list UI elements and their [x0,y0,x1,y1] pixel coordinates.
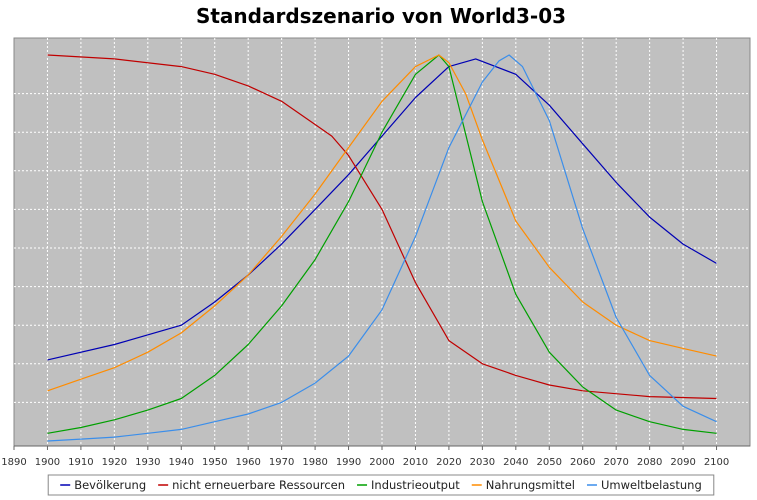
legend-box [47,474,715,496]
x-tick-label: 1970 [269,457,294,468]
x-tick-label: 2060 [570,457,595,468]
chart-title: Standardszenario von World3-03 [196,4,566,28]
series-line-4 [47,54,717,442]
x-tick-label: 2040 [503,457,528,468]
legend-label-0: Bevölkerung [74,478,146,492]
x-tick-label: 1940 [169,457,194,468]
x-tick-label: 2050 [537,457,562,468]
x-tick-label: 1890 [1,457,26,468]
x-tick-label: 2070 [603,457,628,468]
x-tick-label: 1990 [336,457,361,468]
x-tick-label: 2000 [369,457,394,468]
legend-label-2: Industrieoutput [371,478,460,492]
x-tick-label: 2100 [704,457,729,468]
x-tick-label: 2030 [470,457,495,468]
grid-layer [14,38,750,446]
x-tick-label: 1930 [135,457,160,468]
series-line-2 [47,54,717,434]
legend-label-1: nicht erneuerbare Ressourcen [172,478,345,492]
series-line-3 [47,54,717,392]
series-layer [47,54,717,442]
x-tick-label: 1960 [235,457,260,468]
legend-label-3: Nahrungsmittel [486,478,575,492]
x-tick-label: 1920 [102,457,127,468]
x-tick-label: 2080 [637,457,662,468]
legend-label-4: Umweltbelastung [601,478,702,492]
x-tick-label: 1910 [68,457,93,468]
series-line-1 [47,54,717,400]
x-axis-ticks: 1890 1900 1910 1920 1930 1940 1950 1960 1970 1980… [1,446,729,468]
x-tick-label: 2020 [436,457,461,468]
series-line-0 [47,58,717,361]
x-tick-label: 1900 [35,457,60,468]
x-tick-label: 1980 [302,457,327,468]
x-tick-label: 2010 [403,457,428,468]
legend: Bevölkerung nicht erneuerbare Ressourcen I… [47,474,715,496]
x-tick-label: 2090 [670,457,695,468]
x-tick-label: 1950 [202,457,227,468]
